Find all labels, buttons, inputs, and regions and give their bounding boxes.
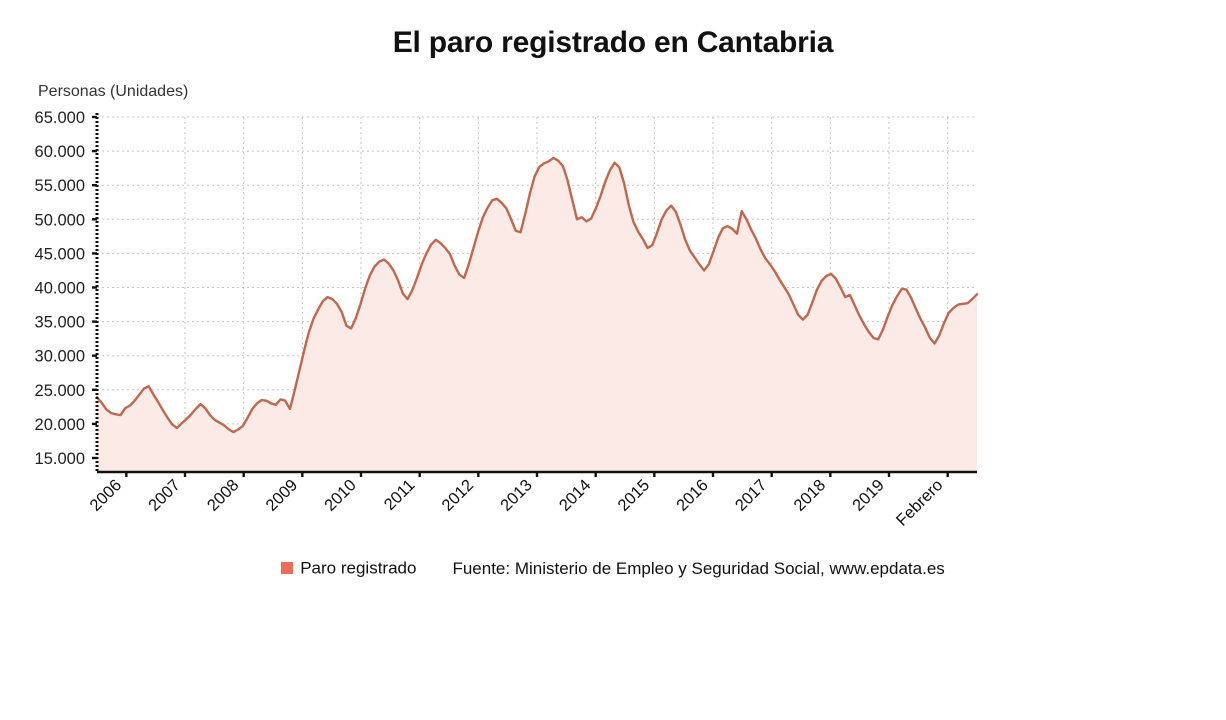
y-axis-tick-label: 25.000 [35,382,85,400]
chart-legend: Paro registrado Fuente: Ministerio de Emp… [0,558,1226,579]
x-axis-tick-label: 2009 [262,476,301,515]
chart-source-note: Fuente: Ministerio de Empleo y Seguridad… [452,558,945,578]
x-axis-tick-label: Febrero [893,476,947,530]
x-axis-tick-label: 2011 [381,476,419,514]
x-axis-tick-label: 2006 [86,476,125,515]
x-axis-tick-label: 2008 [204,476,243,515]
x-axis-tick-label: 2016 [673,476,712,515]
line-chart-svg: 65.000 60.000 55.000 50.000 45.000 40.000 35.0… [35,109,979,530]
page-title: El paro registrado en Cantabria [392,26,834,59]
x-axis-tick-label: 2019 [849,476,888,515]
y-axis-tick-label: 65.000 [35,109,85,127]
y-axis-tick-label: 40.000 [35,280,85,298]
x-axis-tick-label: 2007 [145,476,184,515]
x-axis-tick-label: 2014 [556,476,595,515]
x-axis-tick-label: 2018 [790,476,829,515]
y-axis-tick-label: 60.000 [35,143,85,161]
legend-series-label: Paro registrado [300,558,417,578]
y-axis-tick-label: 30.000 [35,348,85,366]
y-axis-tick-label: 20.000 [35,416,85,434]
y-axis-tick-label: 35.000 [35,314,85,332]
x-axis-tick-label: 2013 [497,476,536,515]
y-axis-unit-label: Personas (Unidades) [38,83,189,100]
y-axis-tick-label: 15.000 [35,450,85,468]
y-axis-tick-label: 55.000 [35,177,85,195]
x-axis-tick-label: 2015 [614,476,653,515]
legend-color-swatch [281,561,294,574]
x-axis-tick-label: 2017 [732,476,771,515]
y-axis-tick-label: 45.000 [35,245,85,263]
y-axis-tick-label: 50.000 [35,211,85,229]
x-axis-tick-label: 2012 [438,476,477,515]
x-axis-tick-label: 2010 [321,476,360,515]
